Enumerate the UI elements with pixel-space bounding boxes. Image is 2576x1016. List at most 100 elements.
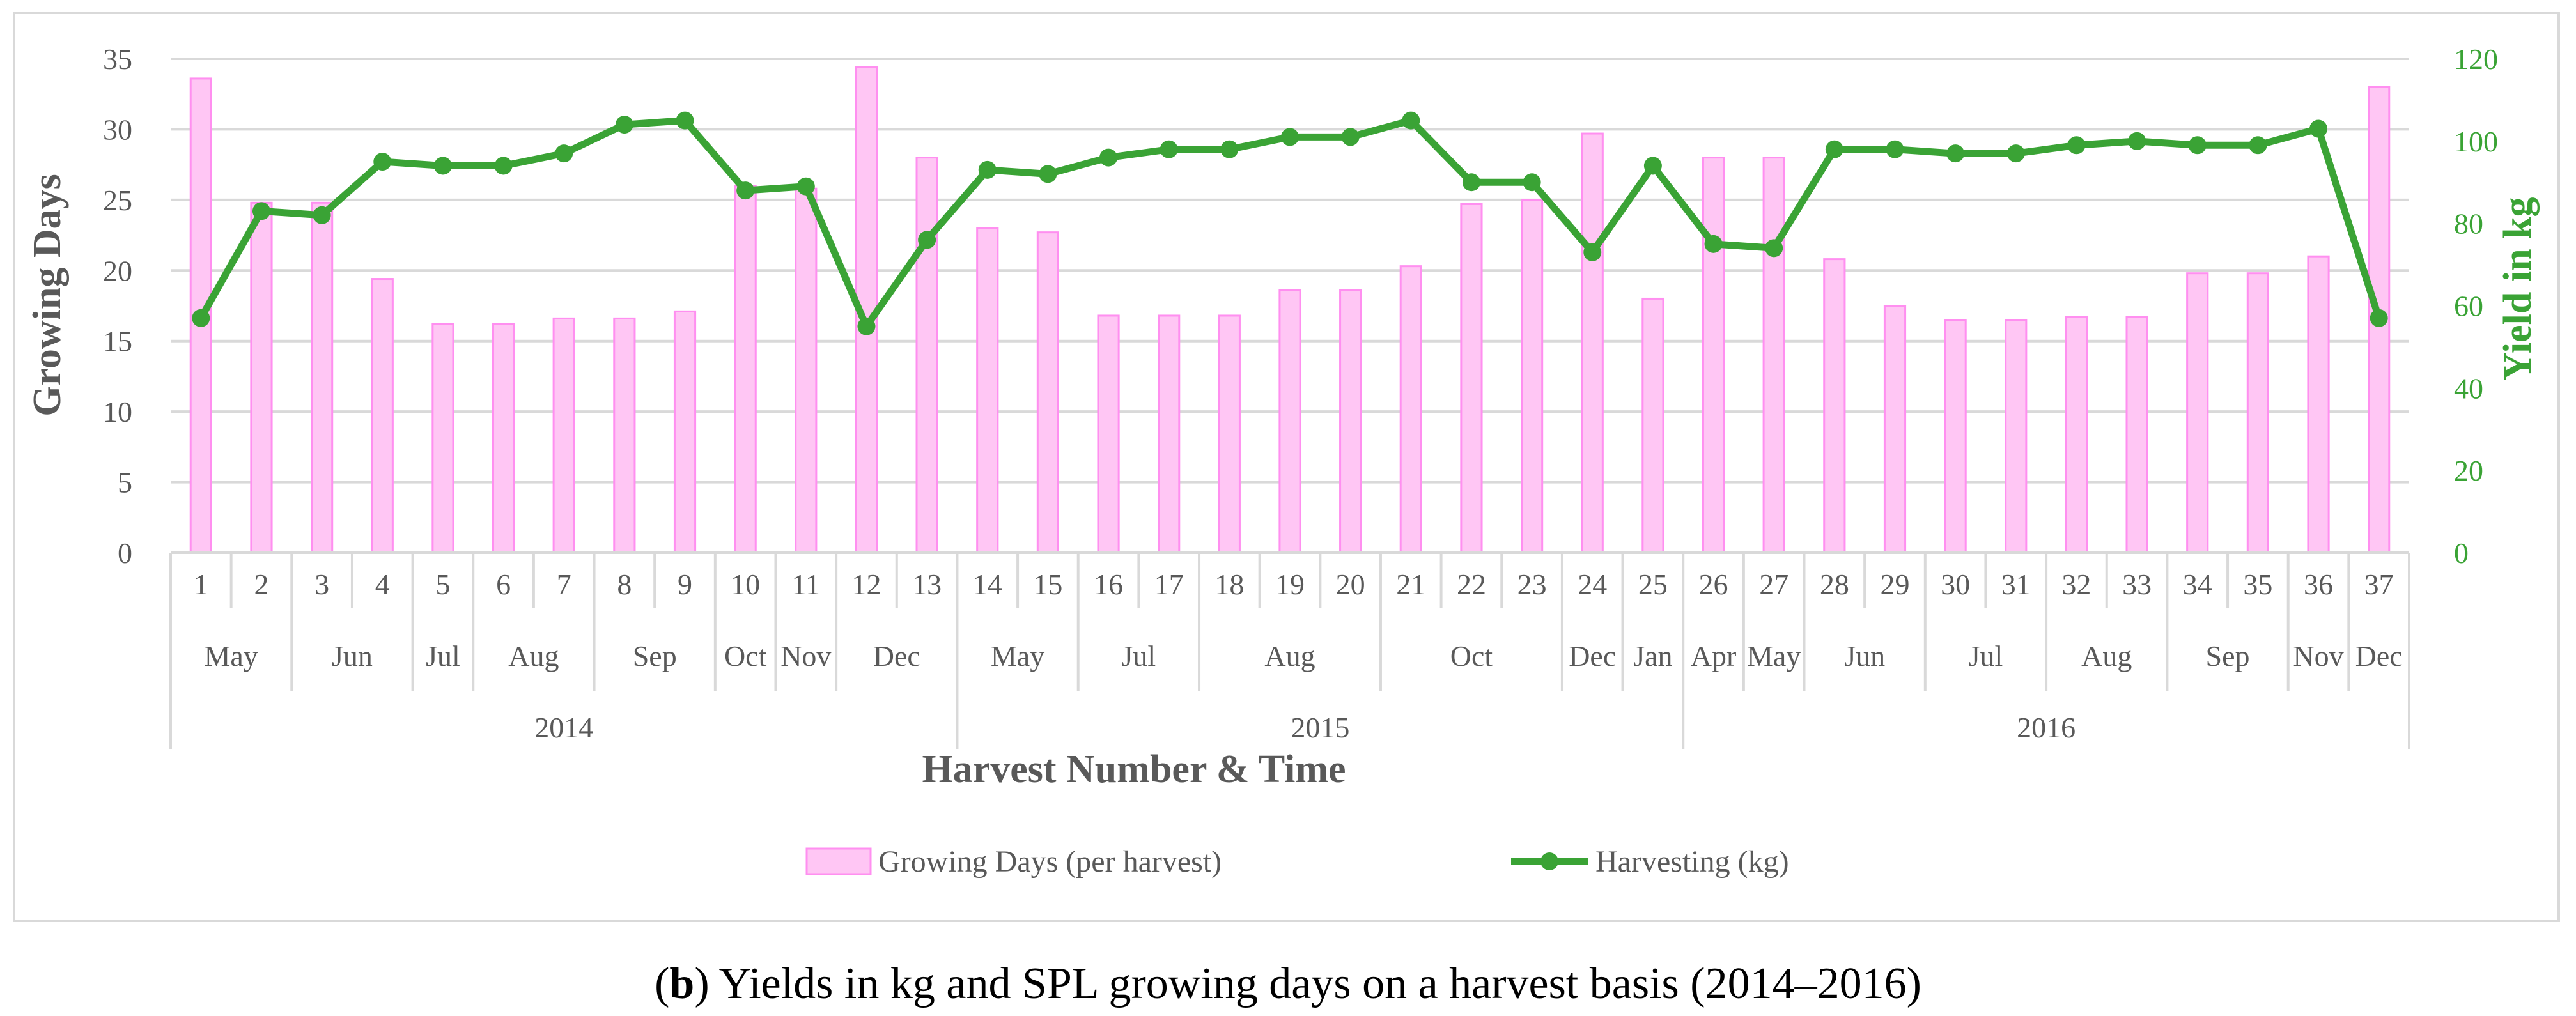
y2-tick-label: 0 xyxy=(2454,537,2469,569)
month-label: Jan xyxy=(1633,640,1672,672)
x-tick-label: 1 xyxy=(194,568,208,601)
x-tick-label: 21 xyxy=(1396,568,1425,601)
y-tick-label: 15 xyxy=(103,325,132,358)
month-label: Jun xyxy=(1844,640,1885,672)
bar xyxy=(2065,316,2088,554)
x-tick-label: 31 xyxy=(2001,568,2031,601)
bar xyxy=(1581,132,1604,554)
yield-point xyxy=(1583,243,1602,261)
x-tick-label: 2 xyxy=(254,568,268,601)
caption-label: b xyxy=(669,959,695,1008)
yield-point xyxy=(1220,140,1239,158)
x-tick-label: 32 xyxy=(2061,568,2091,601)
left-axis-title: Growing Days xyxy=(26,174,69,417)
yield-point xyxy=(615,116,633,134)
bar xyxy=(1399,265,1422,554)
month-label: Dec xyxy=(873,640,920,672)
x-tick-label: 20 xyxy=(1336,568,1365,601)
yield-point xyxy=(1160,140,1178,158)
year-label: 2014 xyxy=(534,711,593,744)
yield-point xyxy=(433,157,452,175)
bar xyxy=(1762,157,1785,554)
yield-point xyxy=(1402,111,1420,130)
y-tick-label: 0 xyxy=(118,537,132,569)
yield-point xyxy=(2067,136,2086,155)
month-label: Jul xyxy=(426,640,460,672)
y-tick-label: 35 xyxy=(103,43,132,75)
line-series xyxy=(192,111,2388,335)
month-label: Dec xyxy=(1569,640,1616,672)
x-tick-label: 25 xyxy=(1638,568,1668,601)
y-tick-label: 20 xyxy=(103,254,132,287)
bar xyxy=(1218,314,1241,554)
yield-point xyxy=(857,317,876,335)
bar xyxy=(431,323,454,554)
x-tick-label: 10 xyxy=(731,568,760,601)
x-tick-label: 33 xyxy=(2122,568,2152,601)
x-tick-label: 15 xyxy=(1033,568,1062,601)
bar xyxy=(371,278,394,554)
month-label: Aug xyxy=(2081,640,2132,672)
yield-point xyxy=(1462,173,1480,192)
y2-tick-label: 40 xyxy=(2454,372,2483,404)
bar xyxy=(2307,255,2330,554)
yield-point xyxy=(676,111,694,130)
y-tick-label: 30 xyxy=(103,113,132,146)
x-tick-label: 18 xyxy=(1214,568,1244,601)
y2-tick-label: 80 xyxy=(2454,208,2483,240)
y2-tick-label: 100 xyxy=(2454,125,2498,158)
bar xyxy=(976,227,999,554)
legend: Growing Days (per harvest) Harvesting (k… xyxy=(805,845,1789,879)
x-tick-label: 8 xyxy=(617,568,632,601)
yield-point xyxy=(494,157,513,175)
bar xyxy=(1278,289,1301,554)
x-tick-label: 26 xyxy=(1699,568,1728,601)
yield-point xyxy=(2370,309,2388,327)
month-label: Oct xyxy=(1450,640,1493,672)
yield-point xyxy=(2249,136,2267,155)
month-label: Jun xyxy=(332,640,373,672)
x-tick-label: 27 xyxy=(1759,568,1788,601)
yield-point xyxy=(918,231,936,249)
bar xyxy=(673,310,697,554)
x-tick-label: 5 xyxy=(435,568,450,601)
bar xyxy=(2125,316,2148,554)
month-label: Oct xyxy=(724,640,767,672)
x-tick-label: 7 xyxy=(557,568,571,601)
x-tick-label: 23 xyxy=(1517,568,1547,601)
x-tick-label: 34 xyxy=(2183,568,2212,601)
bar xyxy=(250,201,273,554)
month-label: Jul xyxy=(1969,640,2003,672)
yield-point xyxy=(1341,128,1360,146)
yield-point xyxy=(1765,239,1783,258)
x-axis: 1 2 3 4 5 6 7 8 9 10 11 12 13 14 15 16 17 18 19 20 21 22 23 24 2… xyxy=(169,551,2410,749)
bar xyxy=(1460,203,1483,554)
yield-point xyxy=(313,206,331,224)
month-label: Nov xyxy=(780,640,831,672)
bar xyxy=(1883,305,1907,554)
right-y-axis: 0 20 40 60 80 100 120 xyxy=(2454,43,2498,569)
month-label: Aug xyxy=(1264,640,1315,672)
bar xyxy=(1339,289,1362,554)
yield-point xyxy=(555,144,573,163)
x-tick-label: 30 xyxy=(1941,568,1970,601)
yield-point xyxy=(1825,140,1843,158)
x-tick-label: 16 xyxy=(1094,568,1123,601)
x-axis-title: Harvest Number & Time xyxy=(922,748,1346,791)
x-tick-label: 6 xyxy=(496,568,511,601)
y2-tick-label: 120 xyxy=(2454,43,2498,75)
bar xyxy=(492,323,515,554)
y2-tick-label: 60 xyxy=(2454,290,2483,323)
legend-line-marker xyxy=(1540,852,1558,870)
yield-point xyxy=(2128,132,2146,150)
x-tick-label: 28 xyxy=(1820,568,1849,601)
x-tick-label: 9 xyxy=(678,568,692,601)
bar xyxy=(552,317,575,554)
yield-point xyxy=(2309,119,2328,138)
x-tick-label: 29 xyxy=(1880,568,1909,601)
yield-point xyxy=(2188,136,2207,155)
x-tick-label: 35 xyxy=(2243,568,2272,601)
yield-point xyxy=(736,181,755,200)
